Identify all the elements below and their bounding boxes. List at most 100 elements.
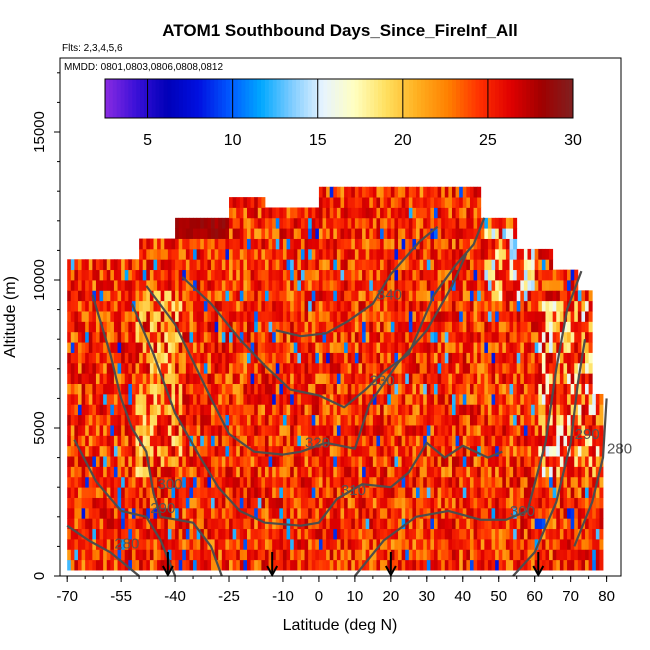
heatmap-cell bbox=[412, 321, 417, 333]
heatmap-cell bbox=[236, 518, 241, 530]
heatmap-cell bbox=[426, 414, 431, 426]
heatmap-cell bbox=[164, 311, 169, 322]
heatmap-cell bbox=[326, 435, 331, 447]
heatmap-cell bbox=[509, 507, 514, 519]
heatmap-cell bbox=[484, 445, 489, 457]
heatmap-cell bbox=[160, 290, 165, 302]
heatmap-cell bbox=[441, 280, 446, 291]
heatmap-cell bbox=[480, 487, 485, 498]
heatmap-cell bbox=[398, 383, 403, 395]
heatmap-cell bbox=[261, 528, 266, 540]
heatmap-cell bbox=[505, 300, 510, 312]
heatmap-cell bbox=[563, 393, 568, 405]
heatmap-cell bbox=[279, 321, 284, 333]
heatmap-cell bbox=[495, 456, 500, 467]
heatmap-cell bbox=[372, 414, 377, 426]
heatmap-cell bbox=[200, 404, 205, 416]
heatmap-cell bbox=[559, 321, 564, 333]
heatmap-cell bbox=[365, 238, 370, 250]
heatmap-cell bbox=[81, 487, 86, 498]
heatmap-cell bbox=[354, 549, 359, 561]
heatmap-cell bbox=[272, 383, 277, 395]
heatmap-cell bbox=[477, 373, 482, 384]
heatmap-cell bbox=[362, 362, 367, 374]
heatmap-cell bbox=[556, 518, 561, 530]
heatmap-cell bbox=[408, 518, 413, 530]
heatmap-cell bbox=[585, 373, 590, 384]
heatmap-cell bbox=[308, 352, 313, 364]
heatmap-cell bbox=[106, 466, 111, 478]
heatmap-cell bbox=[196, 476, 201, 488]
heatmap-cell bbox=[455, 487, 460, 498]
heatmap-cell bbox=[444, 362, 449, 374]
heatmap-cell bbox=[113, 435, 118, 447]
heatmap-cell bbox=[171, 559, 176, 571]
heatmap-cell bbox=[315, 269, 320, 281]
heatmap-cell bbox=[549, 290, 554, 302]
heatmap-cell bbox=[139, 425, 144, 436]
heatmap-cell bbox=[552, 507, 557, 519]
heatmap-cell bbox=[77, 466, 82, 478]
heatmap-cell bbox=[487, 331, 492, 343]
heatmap-cell bbox=[387, 445, 392, 457]
heatmap-cell bbox=[333, 186, 338, 198]
heatmap-cell bbox=[455, 259, 460, 271]
heatmap-cell bbox=[538, 280, 543, 291]
heatmap-cell bbox=[484, 549, 489, 561]
heatmap-cell bbox=[175, 217, 180, 229]
heatmap-cell bbox=[477, 497, 482, 509]
heatmap-cell bbox=[462, 456, 467, 467]
heatmap-cell bbox=[171, 383, 176, 395]
heatmap-cell bbox=[523, 331, 528, 343]
heatmap-cell bbox=[426, 248, 431, 260]
heatmap-cell bbox=[469, 259, 474, 271]
heatmap-cell bbox=[473, 300, 478, 312]
heatmap-cell bbox=[261, 507, 266, 519]
heatmap-cell bbox=[498, 331, 503, 343]
heatmap-cell bbox=[477, 435, 482, 447]
heatmap-cell bbox=[318, 331, 323, 343]
heatmap-cell bbox=[175, 435, 180, 447]
heatmap-cell bbox=[239, 228, 244, 239]
heatmap-cell bbox=[523, 487, 528, 498]
heatmap-cell bbox=[239, 362, 244, 374]
heatmap-cell bbox=[351, 373, 356, 384]
heatmap-cell bbox=[505, 228, 510, 239]
heatmap-cell bbox=[401, 342, 406, 353]
heatmap-cell bbox=[380, 321, 385, 333]
heatmap-cell bbox=[376, 269, 381, 281]
heatmap-cell bbox=[484, 425, 489, 436]
heatmap-cell bbox=[405, 466, 410, 478]
heatmap-cell bbox=[372, 259, 377, 271]
heatmap-cell bbox=[523, 300, 528, 312]
heatmap-cell bbox=[203, 425, 208, 436]
heatmap-cell bbox=[437, 393, 442, 405]
heatmap-cell bbox=[124, 280, 129, 291]
heatmap-cell bbox=[77, 404, 82, 416]
heatmap-cell bbox=[110, 290, 115, 302]
heatmap-cell bbox=[502, 342, 507, 353]
heatmap-cell bbox=[480, 456, 485, 467]
heatmap-cell bbox=[171, 311, 176, 322]
heatmap-cell bbox=[211, 362, 216, 374]
heatmap-cell bbox=[232, 497, 237, 509]
heatmap-cell bbox=[200, 362, 205, 374]
heatmap-cell bbox=[336, 466, 341, 478]
heatmap-cell bbox=[354, 362, 359, 374]
heatmap-cell bbox=[239, 259, 244, 271]
heatmap-cell bbox=[225, 539, 230, 550]
heatmap-cell bbox=[351, 383, 356, 395]
heatmap-cell bbox=[304, 259, 309, 271]
heatmap-cell bbox=[333, 248, 338, 260]
heatmap-cell bbox=[380, 528, 385, 540]
heatmap-cell bbox=[344, 280, 349, 291]
heatmap-cell bbox=[311, 373, 316, 384]
heatmap-cell bbox=[286, 539, 291, 550]
heatmap-cell bbox=[135, 383, 140, 395]
heatmap-cell bbox=[182, 217, 187, 229]
heatmap-cell bbox=[229, 456, 234, 467]
heatmap-cell bbox=[498, 476, 503, 488]
heatmap-cell bbox=[214, 290, 219, 302]
heatmap-cell bbox=[279, 342, 284, 353]
heatmap-cell bbox=[196, 321, 201, 333]
